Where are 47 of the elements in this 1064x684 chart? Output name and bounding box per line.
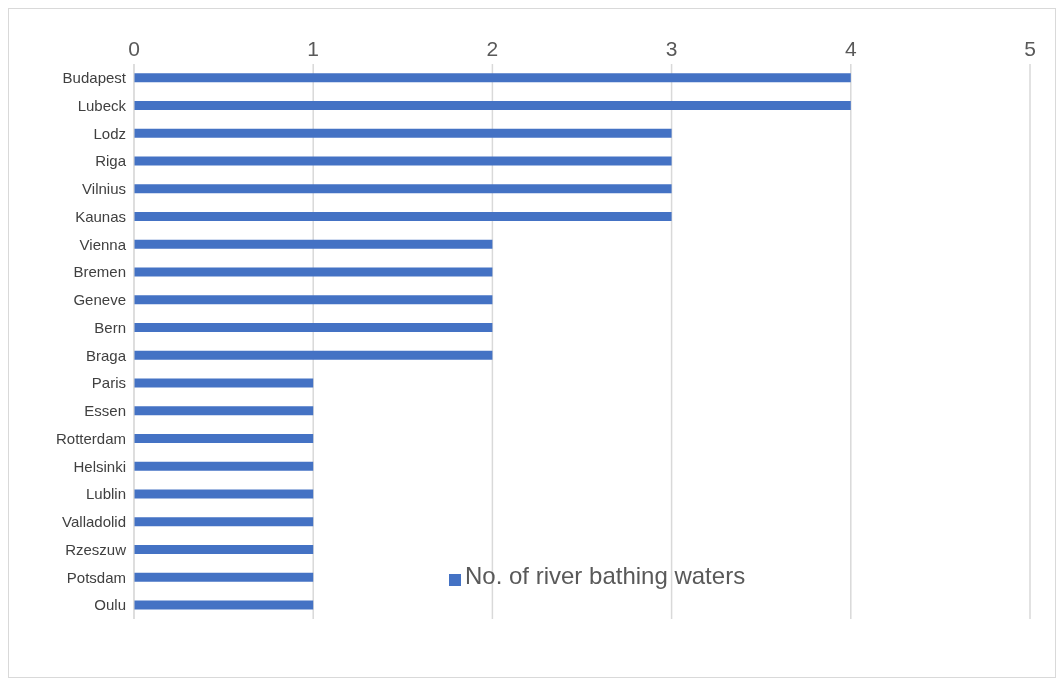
y-tick-label: Potsdam bbox=[66, 568, 126, 586]
y-tick-label: Vienna bbox=[79, 235, 127, 253]
bar bbox=[134, 378, 314, 388]
bar bbox=[134, 184, 672, 194]
y-tick-label: Budapest bbox=[62, 69, 127, 87]
y-tick-label: Oulu bbox=[94, 596, 126, 614]
bar bbox=[134, 489, 314, 499]
bar bbox=[134, 350, 493, 360]
bar bbox=[134, 73, 851, 83]
bar bbox=[134, 406, 314, 416]
legend-label: No. of river bathing waters bbox=[465, 562, 746, 589]
bar bbox=[134, 156, 672, 166]
bar bbox=[134, 600, 314, 610]
y-tick-label: Rotterdam bbox=[55, 429, 126, 447]
y-tick-label: Essen bbox=[84, 402, 126, 420]
bar bbox=[134, 100, 851, 110]
y-tick-label: Bern bbox=[94, 318, 126, 336]
bar bbox=[134, 544, 314, 554]
bar bbox=[134, 295, 493, 305]
bar bbox=[134, 572, 314, 582]
y-tick-label: Bremen bbox=[73, 263, 126, 281]
bar bbox=[134, 433, 314, 443]
bar bbox=[134, 461, 314, 471]
y-tick-label: Lublin bbox=[85, 485, 126, 503]
bar bbox=[134, 517, 314, 527]
bar bbox=[134, 322, 493, 332]
y-tick-label: Helsinki bbox=[73, 457, 126, 475]
x-tick-label: 1 bbox=[307, 37, 320, 60]
y-tick-label: Lodz bbox=[93, 124, 126, 142]
x-tick-label: 0 bbox=[128, 37, 140, 60]
bar bbox=[134, 211, 672, 221]
x-tick-label: 3 bbox=[665, 37, 678, 60]
y-tick-label: Paris bbox=[91, 374, 126, 392]
x-tick-label: 5 bbox=[1024, 37, 1036, 60]
bar bbox=[134, 239, 493, 249]
x-tick-label: 4 bbox=[844, 37, 857, 60]
y-tick-label: Vilnius bbox=[82, 180, 126, 198]
y-tick-label: Braga bbox=[85, 346, 127, 364]
y-tick-label: Kaunas bbox=[75, 207, 126, 225]
x-tick-label: 2 bbox=[486, 37, 499, 60]
y-tick-label: Rzeszuw bbox=[65, 540, 127, 558]
y-tick-label: Lubeck bbox=[77, 96, 127, 114]
y-tick-label: Geneve bbox=[73, 291, 126, 309]
y-tick-label: Riga bbox=[95, 152, 127, 170]
bar bbox=[134, 267, 493, 277]
bar bbox=[134, 128, 672, 138]
y-tick-label: Valladolid bbox=[62, 513, 126, 531]
